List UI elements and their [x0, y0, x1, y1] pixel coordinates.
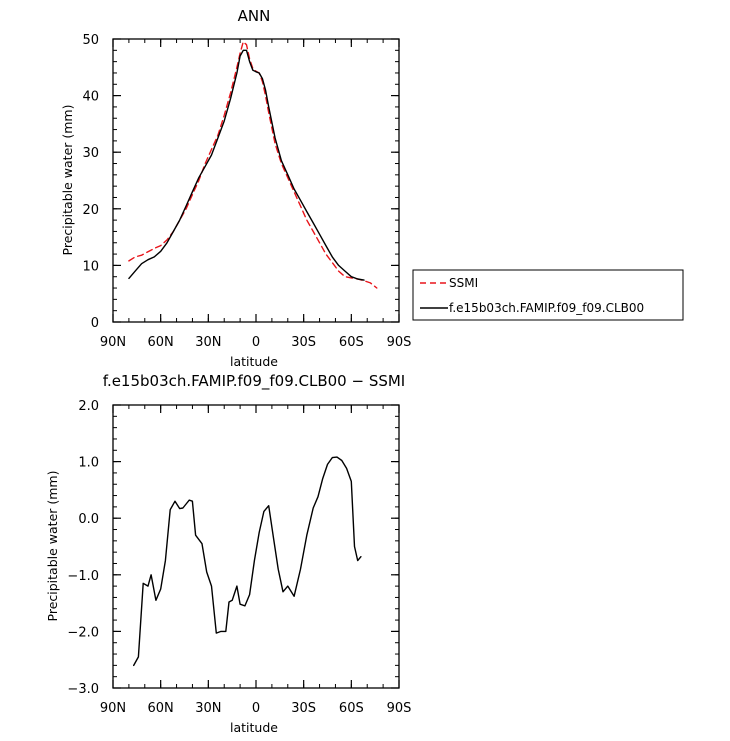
y-tick-label: 30 — [82, 146, 99, 161]
y-tick-label: 10 — [82, 259, 99, 274]
y-tick-label: 40 — [82, 90, 99, 105]
x-tick-label: 0 — [252, 335, 260, 350]
y-tick-label: 50 — [82, 33, 99, 48]
x-tick-label: 60S — [339, 335, 364, 350]
x-tick-label: 60N — [148, 335, 174, 350]
y-axis-label: Precipitable water (mm) — [45, 471, 60, 622]
x-tick-label: 30N — [195, 335, 221, 350]
x-tick-label: 90S — [387, 335, 412, 350]
y-tick-label: 20 — [82, 203, 99, 218]
x-axis-label: latitude — [230, 354, 278, 369]
y-tick-label: 0 — [91, 316, 99, 331]
y-axis-label: Precipitable water (mm) — [60, 105, 75, 256]
x-tick-label: 60S — [339, 701, 364, 716]
x-axis-label: latitude — [230, 720, 278, 735]
x-tick-label: 90N — [100, 335, 126, 350]
series-line-f-e15b03ch-famip-f09-f09-clb00 — [128, 49, 365, 281]
x-tick-label: 60N — [148, 701, 174, 716]
x-tick-label: 30N — [195, 701, 221, 716]
y-tick-label: −3.0 — [67, 682, 99, 697]
series-line-difference — [132, 456, 362, 667]
legend-box — [412, 269, 684, 321]
x-tick-label: 90S — [387, 701, 412, 716]
legend-label: SSMI — [449, 276, 478, 290]
y-tick-label: 2.0 — [78, 399, 99, 414]
x-tick-label: 90N — [100, 701, 126, 716]
plot-frame — [112, 38, 400, 323]
x-tick-label: 30S — [291, 335, 316, 350]
series-line-ssmi — [128, 41, 378, 289]
legend-label: f.e15b03ch.FAMIP.f09_f09.CLB00 — [449, 301, 644, 315]
legend: SSMI f.e15b03ch.FAMIP.f09_f09.CLB00 — [412, 269, 684, 321]
y-tick-label: −2.0 — [67, 625, 99, 640]
chart-title: ANN — [238, 7, 271, 25]
plot-frame — [112, 404, 400, 689]
y-tick-label: 0.0 — [78, 512, 99, 527]
chart-panel-1: 90N 60N 30N 0 30S 60S 90S 0 10 20 30 40 50 ANN latitud… — [60, 7, 411, 369]
x-tick-label: 30S — [291, 701, 316, 716]
y-tick-label: 1.0 — [78, 456, 99, 471]
chart-title: f.e15b03ch.FAMIP.f09_f09.CLB00 − SSMI — [103, 372, 405, 391]
x-tick-label: 0 — [252, 701, 260, 716]
chart-panel-2: 90N 60N 30N 0 30S 60S 90S −3.0 −2.0 −1.0 0.0 1.0 2.0… — [45, 372, 411, 735]
y-tick-label: −1.0 — [67, 569, 99, 584]
